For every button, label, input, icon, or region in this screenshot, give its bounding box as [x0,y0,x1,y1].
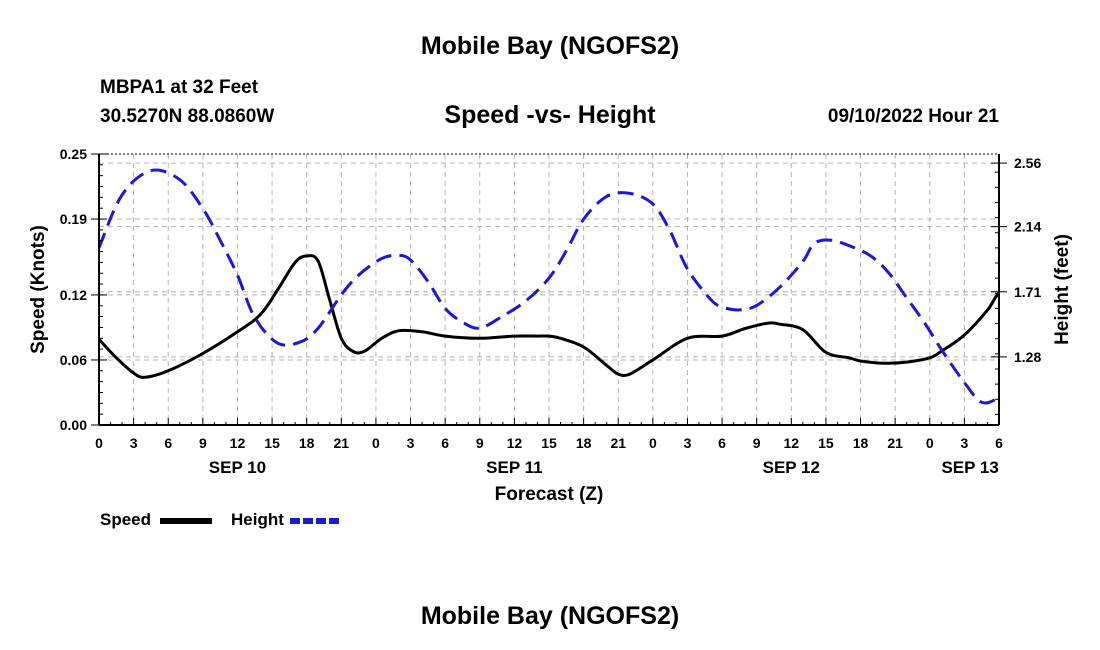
x-tick-label: 9 [476,435,484,451]
x-tick-label: 0 [372,435,380,451]
legend-label-speed: Speed [100,510,151,529]
x-tick-label: 3 [684,435,692,451]
speed-series-line [99,254,999,379]
x-tick-label: 3 [960,435,968,451]
page-title: Mobile Bay (NGOFS2) [420,32,680,60]
y-left-tick-label: 0.06 [60,352,87,368]
y-right-axis-title: Height (feet) [1052,234,1073,345]
x-tick-label: 0 [649,435,657,451]
x-tick-label: 21 [610,435,626,451]
x-tick-label: 0 [95,435,103,451]
y-right-tick-label: 1.71 [1014,284,1041,300]
footer-title: Mobile Bay (NGOFS2) [420,602,680,630]
x-tick-label: 9 [199,435,207,451]
chart-title: Speed -vs- Height [444,101,656,129]
x-tick-label: 6 [718,435,726,451]
x-tick-label: 12 [784,435,800,451]
y-left-tick-label: 0.00 [60,417,87,433]
y-left-tick-label: 0.12 [60,287,87,303]
height-series-line [99,168,999,405]
x-day-label: SEP 13 [941,458,998,477]
x-axis-title: Forecast (Z) [495,484,604,505]
series-lines [99,168,999,405]
grid-lines [99,154,999,425]
y-left-tick-label: 0.19 [60,211,87,227]
x-tick-label: 3 [407,435,415,451]
station-name: MBPA1 at 32 Feet [100,77,259,98]
x-tick-label: 18 [853,435,869,451]
axis-ticks [91,153,1007,426]
x-tick-label: 12 [230,435,246,451]
x-tick-label: 6 [995,435,1003,451]
x-tick-label: 3 [130,435,138,451]
x-tick-label: 18 [576,435,592,451]
y-right-tick-label: 2.14 [1014,219,1041,235]
x-day-label: SEP 11 [486,458,542,477]
y-right-tick-label: 2.56 [1014,155,1041,171]
x-tick-label: 12 [507,435,523,451]
x-tick-label: 0 [926,435,934,451]
legend: Speed Height [100,510,342,529]
speed-height-chart: 0 3 6 9 12 15 18 21 0 3 6 9 12 15 18 21 0 3 6 9 12 15 18 21 0 3 6 S… [28,146,1073,529]
x-day-label: SEP 12 [763,458,820,477]
y-right-tick-label: 1.28 [1014,349,1041,365]
x-tick-label: 6 [164,435,172,451]
station-coordinates: 30.5270N 88.0860W [100,106,275,127]
x-tick-label: 21 [887,435,903,451]
legend-label-height: Height [231,510,284,529]
y-left-tick-label: 0.25 [60,146,87,162]
x-tick-label: 21 [334,435,350,451]
x-tick-label: 18 [299,435,315,451]
x-tick-label: 15 [541,435,557,451]
x-tick-label: 9 [753,435,761,451]
forecast-datetime: 09/10/2022 Hour 21 [827,106,999,127]
axis-labels: 0 3 6 9 12 15 18 21 0 3 6 9 12 15 18 21 0 3 6 9 12 15 18 21 0 3 6 S… [28,146,1073,505]
x-tick-label: 15 [264,435,280,451]
x-tick-label: 15 [818,435,834,451]
y-left-axis-title: Speed (Knots) [28,225,49,354]
x-day-label: SEP 10 [209,458,266,477]
x-tick-label: 6 [441,435,449,451]
